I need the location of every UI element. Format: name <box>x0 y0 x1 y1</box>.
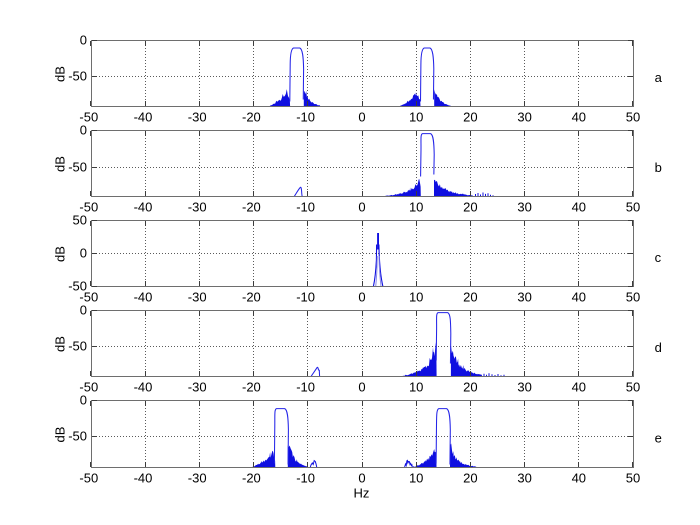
svg-text:-20: -20 <box>242 200 261 215</box>
svg-text:-10: -10 <box>296 200 315 215</box>
svg-text:30: 30 <box>517 290 531 305</box>
svg-text:-10: -10 <box>296 290 315 305</box>
svg-text:40: 40 <box>572 290 586 305</box>
svg-text:-50: -50 <box>68 68 87 83</box>
svg-text:-30: -30 <box>188 471 207 486</box>
svg-text:10: 10 <box>409 200 423 215</box>
svg-text:0: 0 <box>358 110 365 125</box>
svg-text:50: 50 <box>626 290 640 305</box>
svg-text:30: 30 <box>517 471 531 486</box>
svg-text:30: 30 <box>517 200 531 215</box>
svg-text:d: d <box>655 340 662 355</box>
svg-text:0: 0 <box>80 392 87 407</box>
svg-text:10: 10 <box>409 380 423 395</box>
svg-text:-30: -30 <box>188 380 207 395</box>
svg-text:30: 30 <box>517 380 531 395</box>
svg-text:0: 0 <box>358 290 365 305</box>
svg-text:-40: -40 <box>134 380 153 395</box>
svg-text:0: 0 <box>358 200 365 215</box>
svg-text:20: 20 <box>463 110 477 125</box>
svg-text:-10: -10 <box>296 380 315 395</box>
svg-text:-40: -40 <box>134 110 153 125</box>
svg-text:dB: dB <box>52 246 67 262</box>
svg-text:20: 20 <box>463 380 477 395</box>
svg-text:0: 0 <box>80 122 87 137</box>
svg-text:10: 10 <box>409 471 423 486</box>
svg-text:-50: -50 <box>79 471 98 486</box>
svg-text:40: 40 <box>572 200 586 215</box>
svg-text:30: 30 <box>517 110 531 125</box>
svg-text:20: 20 <box>463 200 477 215</box>
svg-text:50: 50 <box>626 110 640 125</box>
svg-text:-50: -50 <box>79 290 98 305</box>
svg-text:e: e <box>655 431 662 446</box>
svg-text:-50: -50 <box>68 428 87 443</box>
svg-text:50: 50 <box>626 200 640 215</box>
svg-text:-10: -10 <box>296 471 315 486</box>
svg-text:50: 50 <box>626 471 640 486</box>
svg-text:c: c <box>655 250 662 265</box>
svg-text:-50: -50 <box>68 338 87 353</box>
svg-text:10: 10 <box>409 290 423 305</box>
svg-text:dB: dB <box>52 427 67 443</box>
svg-text:50: 50 <box>626 380 640 395</box>
svg-text:b: b <box>655 160 662 175</box>
svg-text:-30: -30 <box>188 200 207 215</box>
svg-text:40: 40 <box>572 380 586 395</box>
svg-text:0: 0 <box>80 32 87 47</box>
svg-text:-30: -30 <box>188 110 207 125</box>
svg-text:dB: dB <box>52 156 67 172</box>
svg-text:-20: -20 <box>242 380 261 395</box>
svg-text:-20: -20 <box>242 110 261 125</box>
svg-text:-50: -50 <box>79 380 98 395</box>
svg-text:-40: -40 <box>134 471 153 486</box>
svg-text:-50: -50 <box>68 278 87 293</box>
svg-text:40: 40 <box>572 110 586 125</box>
svg-text:40: 40 <box>572 471 586 486</box>
svg-text:-30: -30 <box>188 290 207 305</box>
svg-text:-20: -20 <box>242 471 261 486</box>
svg-text:-50: -50 <box>79 110 98 125</box>
svg-text:-20: -20 <box>242 290 261 305</box>
svg-text:-10: -10 <box>296 110 315 125</box>
svg-text:-50: -50 <box>68 159 87 174</box>
svg-text:10: 10 <box>409 110 423 125</box>
svg-text:-40: -40 <box>134 290 153 305</box>
svg-text:0: 0 <box>80 245 87 260</box>
svg-text:50: 50 <box>73 212 87 227</box>
svg-text:Hz: Hz <box>354 486 370 501</box>
svg-text:a: a <box>655 70 663 85</box>
svg-text:-40: -40 <box>134 200 153 215</box>
svg-text:0: 0 <box>358 380 365 395</box>
svg-text:dB: dB <box>52 336 67 352</box>
svg-text:20: 20 <box>463 471 477 486</box>
svg-text:0: 0 <box>80 302 87 317</box>
svg-text:-50: -50 <box>79 200 98 215</box>
svg-text:dB: dB <box>52 66 67 82</box>
svg-text:20: 20 <box>463 290 477 305</box>
svg-text:0: 0 <box>358 471 365 486</box>
